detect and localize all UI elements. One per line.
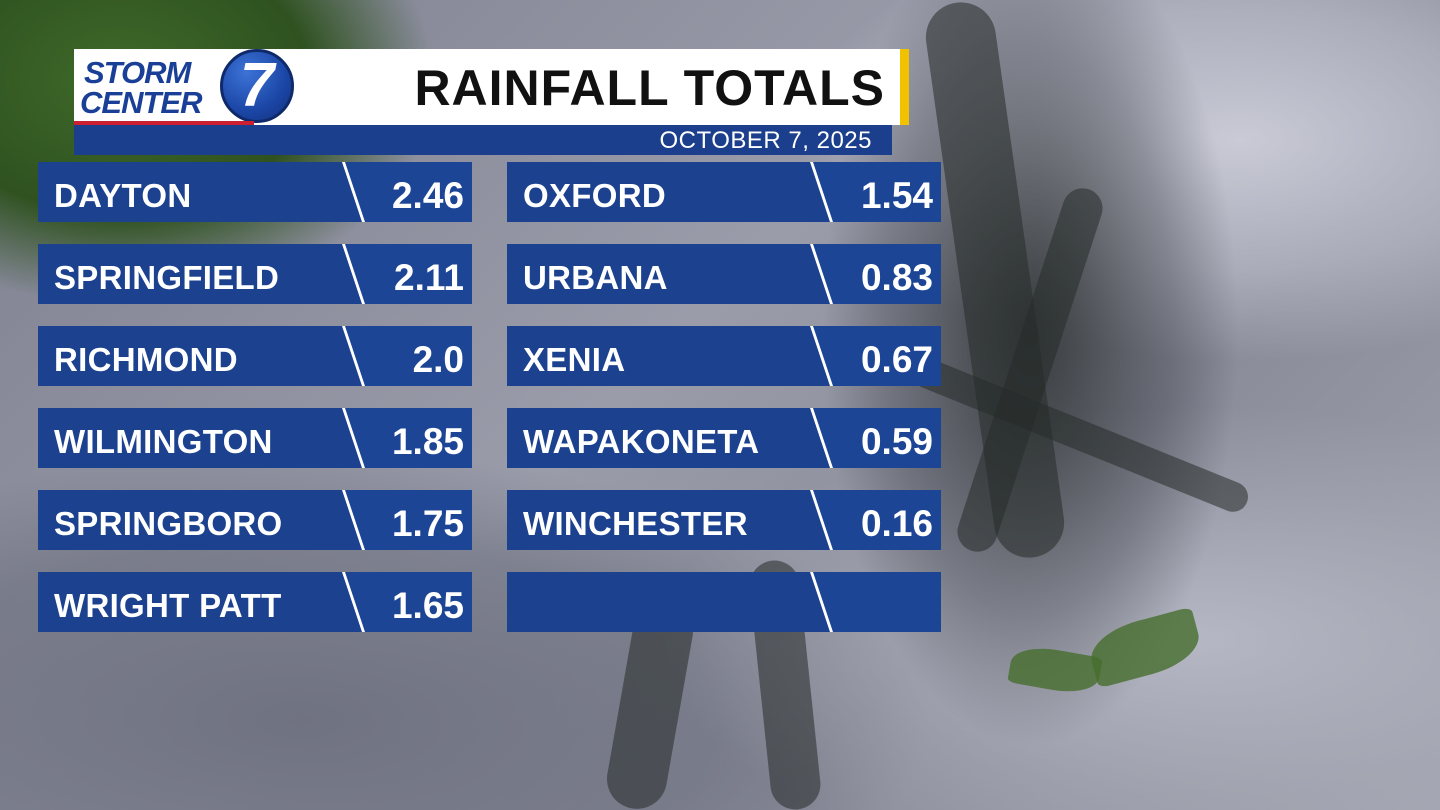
city-name: SPRINGBORO: [54, 505, 283, 542]
rainfall-value: 1.54: [860, 175, 933, 216]
value-cell: [812, 326, 941, 386]
rainfall-row: WILMINGTON 1.85: [38, 408, 472, 468]
logo-underline: [74, 121, 254, 125]
divider-slash: [810, 572, 833, 632]
divider-slash: [810, 244, 833, 304]
divider-slash: [342, 162, 365, 222]
date-label: OCTOBER 7, 2025: [659, 127, 872, 154]
city-name: OXFORD: [523, 177, 666, 214]
value-cell: [812, 162, 941, 222]
logo-line-2: CENTER: [80, 85, 202, 120]
rainfall-value: 1.65: [391, 585, 464, 626]
divider-slash: [342, 572, 365, 632]
rainfall-value: 2.46: [391, 175, 464, 216]
city-name: WAPAKONETA: [523, 423, 760, 460]
divider-slash: [810, 490, 833, 550]
rainfall-row: OXFORD 1.54: [507, 162, 941, 222]
rainfall-value: 2.11: [394, 257, 464, 298]
date-band: OCTOBER 7, 2025: [74, 125, 892, 155]
rainfall-value: 2.0: [412, 339, 464, 380]
divider-slash: [810, 408, 833, 468]
page-title: RAINFALL TOTALS: [414, 60, 885, 116]
rainfall-row: XENIA 0.67: [507, 326, 941, 386]
rainfall-value: 0.83: [860, 257, 933, 298]
rainfall-row: DAYTON 2.46: [38, 162, 472, 222]
city-name: WINCHESTER: [523, 505, 748, 542]
divider-slash: [342, 490, 365, 550]
logo-seven-badge: 7: [220, 49, 294, 123]
value-cell: [812, 408, 941, 468]
rainfall-row: WRIGHT PATT 1.65: [38, 572, 472, 632]
rainfall-value: 0.67: [860, 339, 933, 380]
rainfall-row: WAPAKONETA 0.59: [507, 408, 941, 468]
rainfall-row: SPRINGFIELD 2.11: [38, 244, 472, 304]
value-cell: [812, 572, 941, 632]
storm-center-7-logo: STORM CENTER 7: [74, 49, 299, 125]
city-name: XENIA: [523, 341, 626, 378]
divider-slash: [810, 162, 833, 222]
rainfall-row: [507, 572, 941, 632]
divider-slash: [342, 408, 365, 468]
divider-slash: [810, 326, 833, 386]
divider-slash: [342, 244, 365, 304]
rainfall-row: RICHMOND 2.0: [38, 326, 472, 386]
city-name: URBANA: [523, 259, 668, 296]
value-cell: [344, 326, 472, 386]
rainfall-row: WINCHESTER 0.16: [507, 490, 941, 550]
value-cell: [344, 244, 472, 304]
city-name: SPRINGFIELD: [54, 259, 280, 296]
value-cell: [344, 162, 472, 222]
value-cell: [812, 244, 941, 304]
title-banner: STORM CENTER 7 RAINFALL TOTALS: [74, 49, 909, 125]
city-name: DAYTON: [54, 177, 192, 214]
rainfall-value: 0.16: [860, 503, 933, 544]
value-cell: [812, 490, 941, 550]
value-cell: [344, 408, 472, 468]
rainfall-row: SPRINGBORO 1.75: [38, 490, 472, 550]
value-cell: [344, 490, 472, 550]
value-cell: [344, 572, 472, 632]
rainfall-value: 0.59: [860, 421, 933, 462]
city-name: WRIGHT PATT: [54, 587, 282, 624]
rainfall-value: 1.75: [391, 503, 464, 544]
city-name: WILMINGTON: [54, 423, 273, 460]
title-accent-bar: [900, 49, 909, 125]
logo-line-1: STORM: [84, 55, 191, 90]
city-name: RICHMOND: [54, 341, 238, 378]
rainfall-value: 1.85: [391, 421, 464, 462]
divider-slash: [342, 326, 365, 386]
rainfall-row: URBANA 0.83: [507, 244, 941, 304]
